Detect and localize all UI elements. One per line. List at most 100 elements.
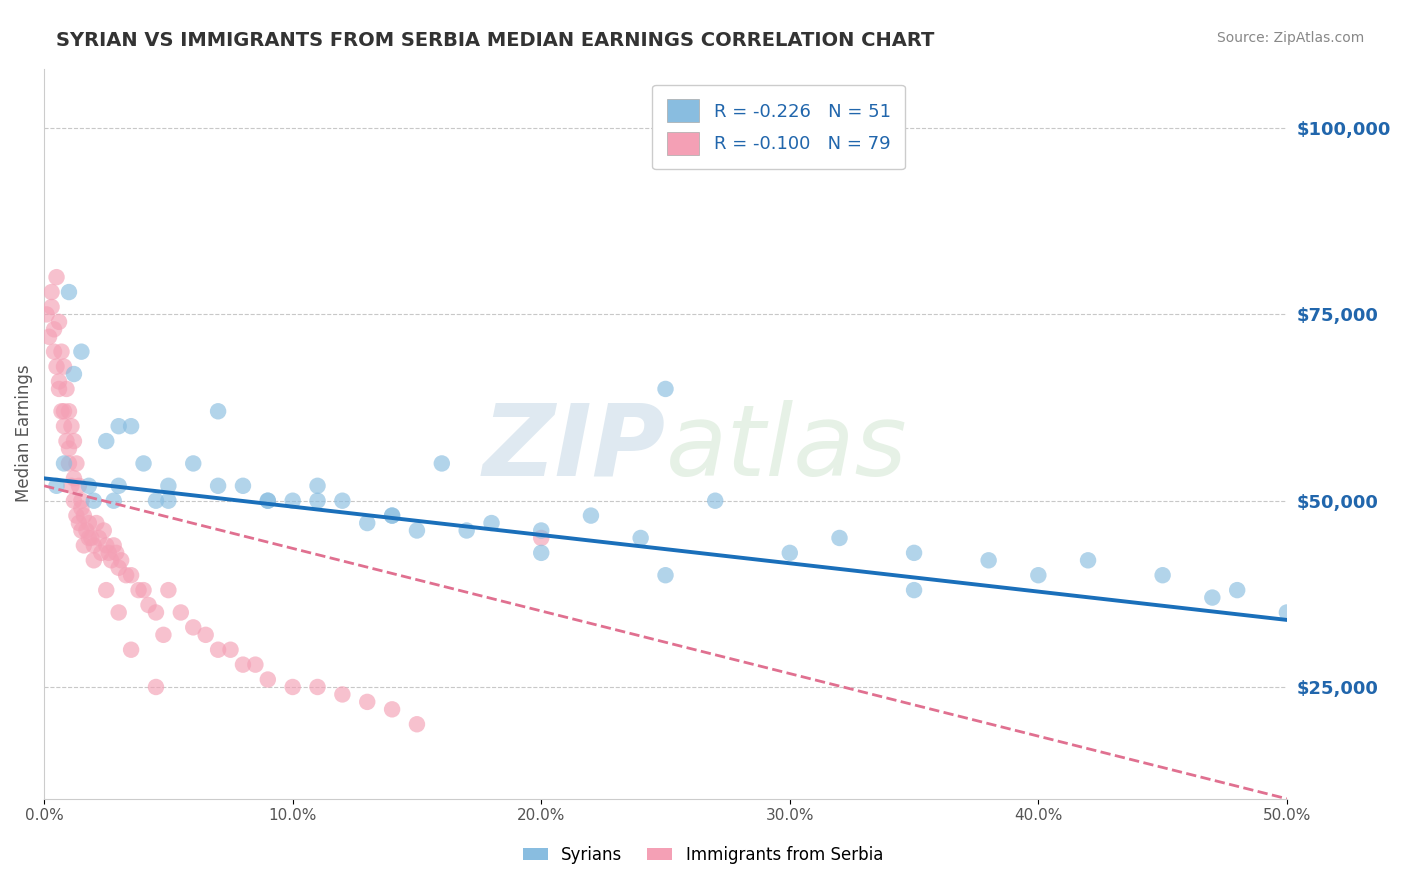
Text: Source: ZipAtlas.com: Source: ZipAtlas.com xyxy=(1216,31,1364,45)
Point xyxy=(41,285,63,299)
Point xyxy=(232,479,254,493)
Point xyxy=(207,642,229,657)
Point xyxy=(120,568,142,582)
Point xyxy=(977,553,1000,567)
Text: atlas: atlas xyxy=(665,400,907,497)
Point xyxy=(120,419,142,434)
Point xyxy=(145,493,167,508)
Point xyxy=(77,531,100,545)
Point xyxy=(42,344,65,359)
Point xyxy=(381,702,404,716)
Point xyxy=(828,531,851,545)
Point xyxy=(128,583,150,598)
Point xyxy=(207,404,229,418)
Point xyxy=(73,508,96,523)
Point xyxy=(170,606,193,620)
Point xyxy=(53,404,76,418)
Point xyxy=(83,493,105,508)
Point xyxy=(58,457,80,471)
Point xyxy=(48,375,70,389)
Point xyxy=(96,583,118,598)
Point xyxy=(60,419,83,434)
Legend: R = -0.226   N = 51, R = -0.100   N = 79: R = -0.226 N = 51, R = -0.100 N = 79 xyxy=(652,85,905,169)
Point xyxy=(307,680,329,694)
Point xyxy=(256,673,278,687)
Point xyxy=(381,508,404,523)
Point xyxy=(530,524,553,538)
Point xyxy=(93,524,115,538)
Point xyxy=(219,642,242,657)
Point xyxy=(63,471,86,485)
Point xyxy=(1201,591,1223,605)
Point xyxy=(65,457,87,471)
Point xyxy=(332,688,354,702)
Point xyxy=(45,359,67,374)
Point xyxy=(83,538,105,552)
Point xyxy=(138,598,160,612)
Point xyxy=(530,546,553,560)
Point xyxy=(73,538,96,552)
Point xyxy=(67,479,90,493)
Point xyxy=(65,508,87,523)
Point xyxy=(1275,606,1298,620)
Point xyxy=(1226,583,1249,598)
Point xyxy=(194,628,217,642)
Point xyxy=(90,546,112,560)
Point xyxy=(630,531,652,545)
Point xyxy=(70,344,93,359)
Text: ZIP: ZIP xyxy=(482,400,665,497)
Point xyxy=(654,568,676,582)
Point xyxy=(181,620,204,634)
Point xyxy=(70,501,93,516)
Point xyxy=(120,642,142,657)
Point xyxy=(53,359,76,374)
Y-axis label: Median Earnings: Median Earnings xyxy=(15,365,32,502)
Point xyxy=(63,367,86,381)
Point xyxy=(70,493,93,508)
Point xyxy=(115,568,138,582)
Point xyxy=(107,606,129,620)
Point xyxy=(41,300,63,314)
Point xyxy=(654,382,676,396)
Point xyxy=(103,538,125,552)
Point xyxy=(145,606,167,620)
Point xyxy=(704,493,727,508)
Point xyxy=(779,546,801,560)
Point xyxy=(84,516,107,530)
Point xyxy=(132,457,155,471)
Point xyxy=(38,330,60,344)
Point xyxy=(579,508,602,523)
Point xyxy=(281,493,304,508)
Point xyxy=(45,479,67,493)
Point xyxy=(45,270,67,285)
Point xyxy=(245,657,267,672)
Point xyxy=(430,457,453,471)
Point xyxy=(97,546,120,560)
Point xyxy=(256,493,278,508)
Point xyxy=(60,479,83,493)
Point xyxy=(83,553,105,567)
Point xyxy=(51,404,73,418)
Point xyxy=(157,493,180,508)
Point xyxy=(232,657,254,672)
Point xyxy=(132,583,155,598)
Point xyxy=(356,516,378,530)
Point xyxy=(48,315,70,329)
Point xyxy=(903,546,925,560)
Point xyxy=(58,404,80,418)
Point xyxy=(87,531,110,545)
Point xyxy=(48,382,70,396)
Point xyxy=(406,717,429,731)
Point xyxy=(381,508,404,523)
Point xyxy=(152,628,174,642)
Point xyxy=(75,524,97,538)
Point xyxy=(107,419,129,434)
Point xyxy=(207,479,229,493)
Point xyxy=(1028,568,1050,582)
Point xyxy=(100,553,122,567)
Point xyxy=(356,695,378,709)
Point xyxy=(332,493,354,508)
Point xyxy=(51,344,73,359)
Point xyxy=(145,680,167,694)
Point xyxy=(55,382,77,396)
